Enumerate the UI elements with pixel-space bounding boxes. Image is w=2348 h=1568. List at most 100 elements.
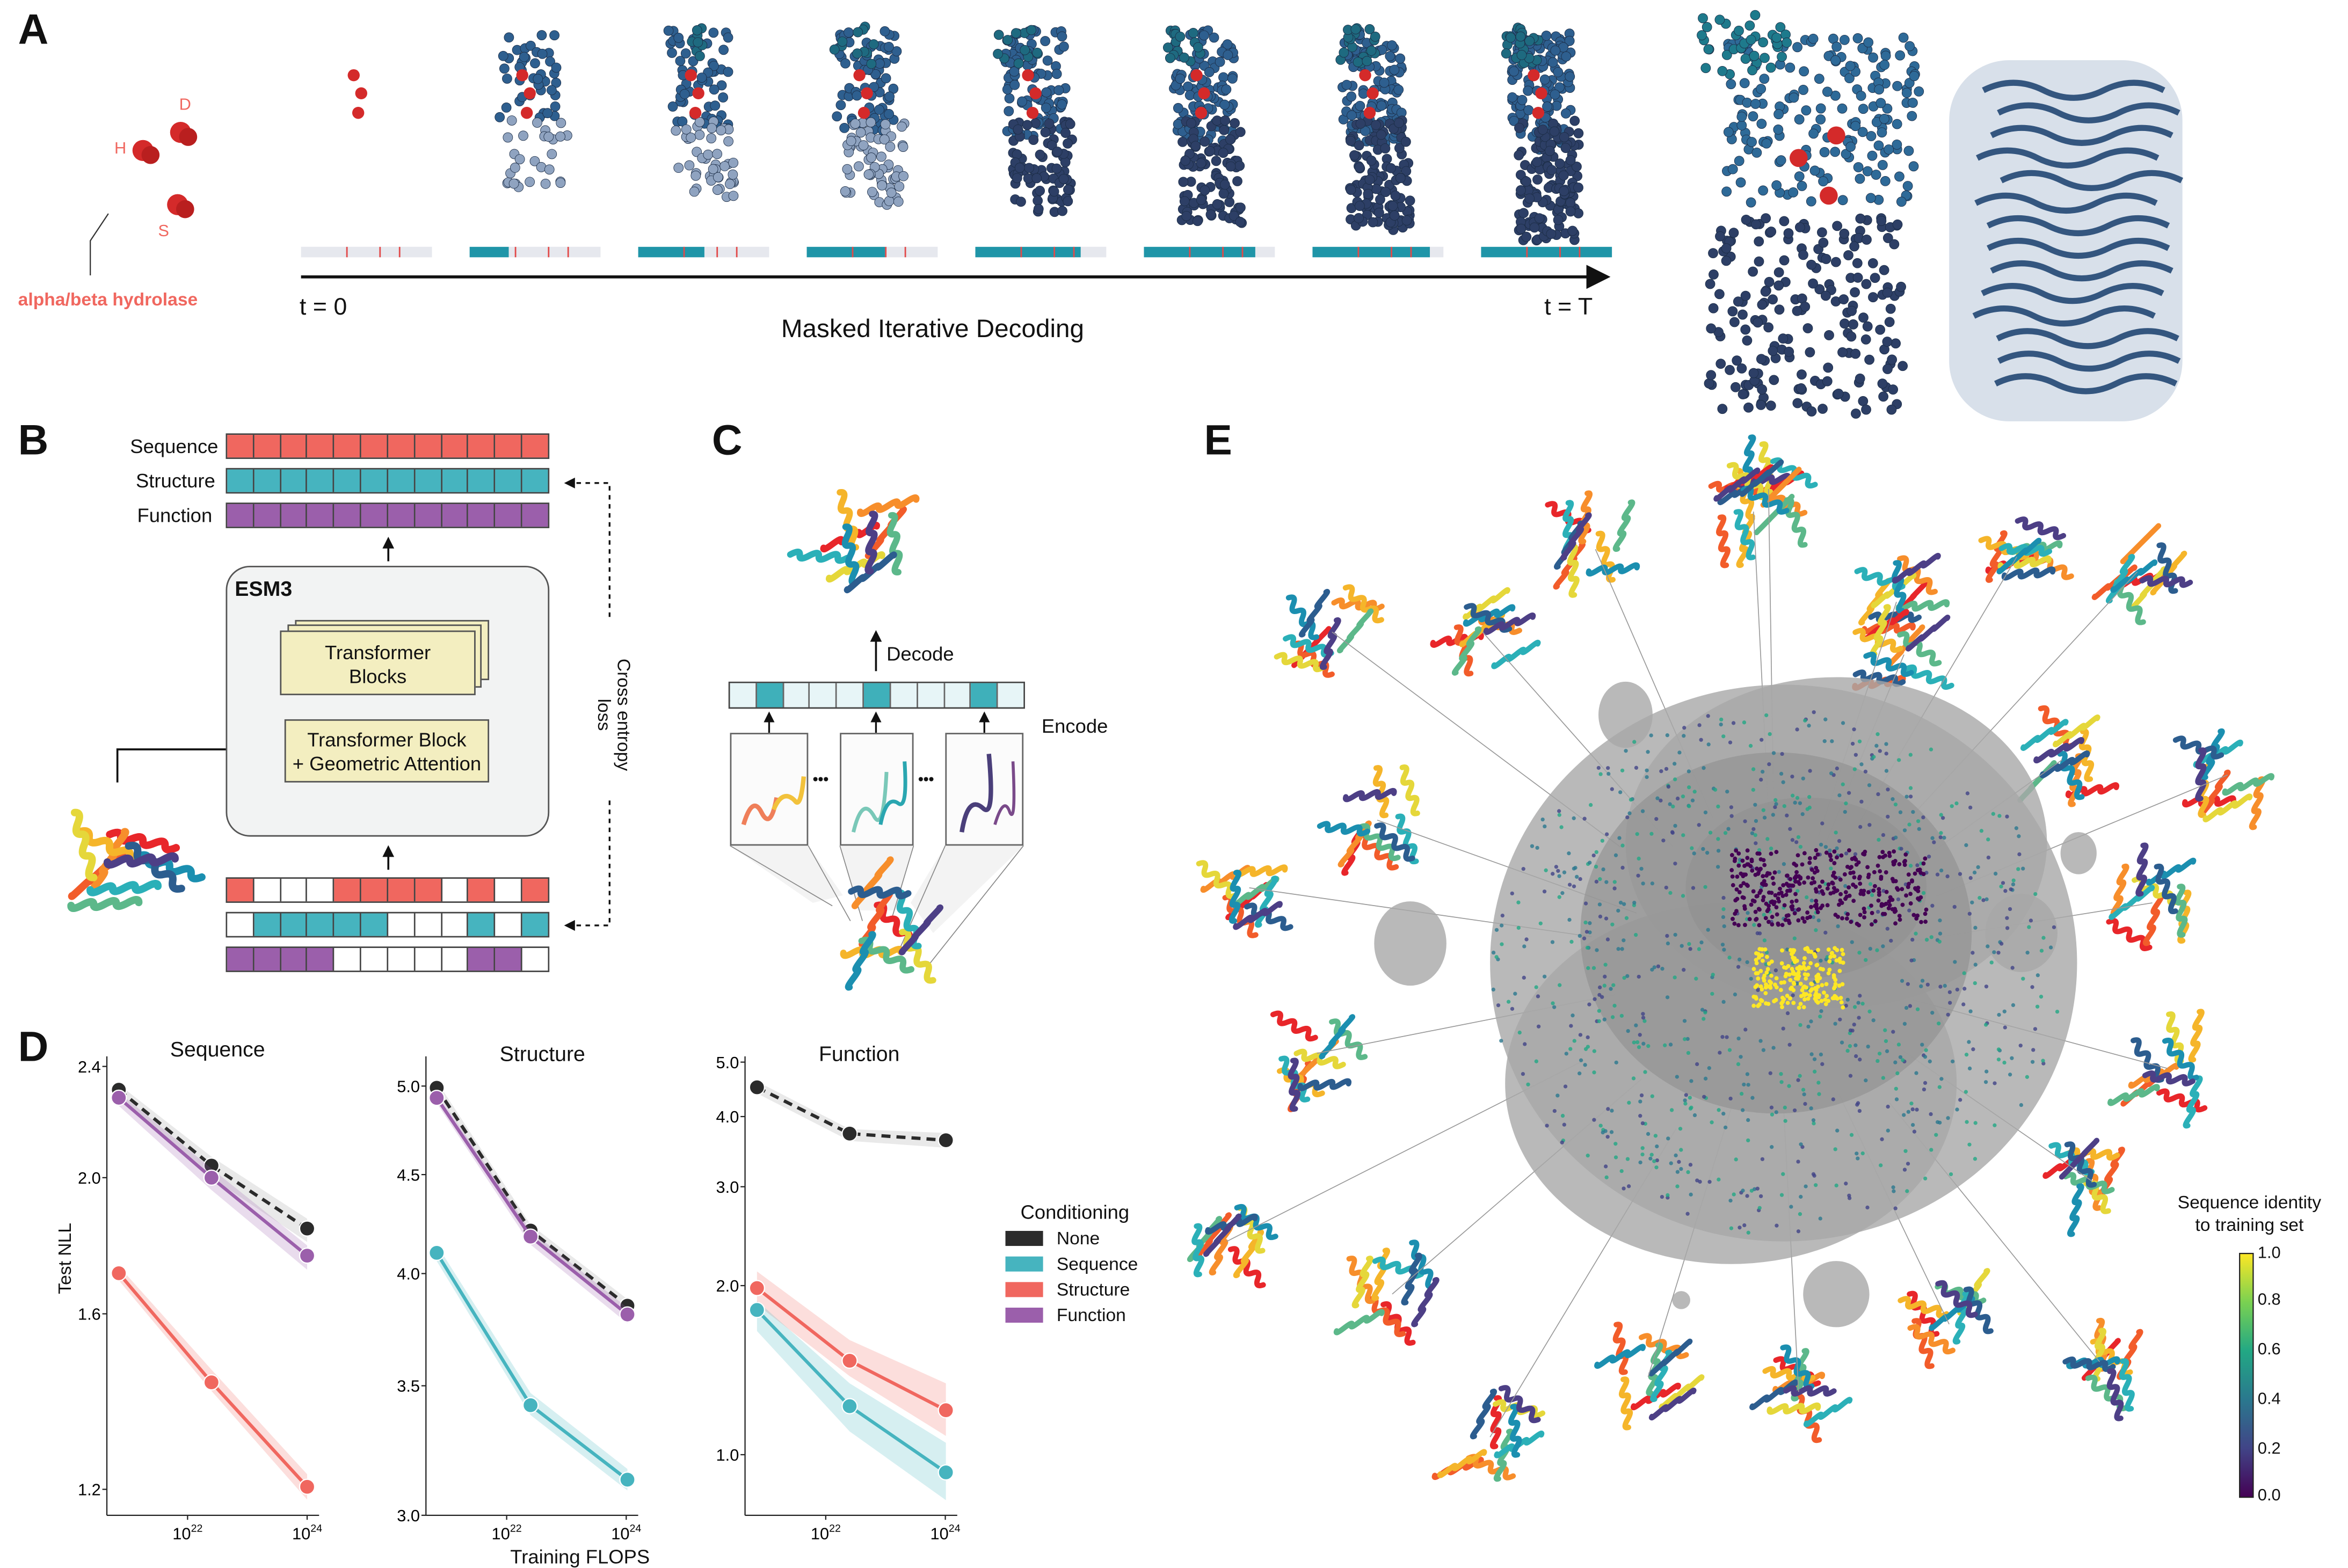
atom-sphere <box>1514 122 1524 133</box>
scatter-point <box>1872 870 1877 874</box>
ribbon-segment <box>1586 562 1640 577</box>
series-line-none <box>435 1086 629 1307</box>
scatter-point <box>1675 1184 1680 1188</box>
x-tick-label: 1024 <box>931 1523 961 1543</box>
atom-sphere <box>874 105 884 115</box>
scatter-point <box>1642 1019 1647 1023</box>
scatter-point <box>1506 1000 1511 1004</box>
scatter-point <box>1999 942 2004 946</box>
generated-protein-thumbnail <box>1187 1204 1278 1288</box>
scatter-point <box>1494 955 1499 959</box>
atom-sphere <box>1057 206 1067 216</box>
atom-sphere <box>1904 41 1915 52</box>
scatter-point <box>1761 874 1765 879</box>
atom-sphere <box>1819 147 1830 157</box>
scatter-point <box>1808 915 1813 920</box>
decoding-progress-bar <box>469 246 601 258</box>
atom-sphere <box>1200 136 1210 147</box>
atom-sphere <box>495 112 505 122</box>
scatter-point <box>1886 1104 1890 1109</box>
scatter-point <box>2029 918 2033 923</box>
scatter-point <box>1781 1026 1785 1031</box>
atom-sphere <box>1908 161 1919 172</box>
atom-sphere <box>880 119 891 129</box>
scatter-point <box>1620 768 1625 772</box>
atom-sphere <box>1870 273 1880 283</box>
scatter-point <box>1876 898 1881 903</box>
atom-sphere <box>1808 33 1819 44</box>
scatter-point <box>1683 1102 1688 1106</box>
token-cell <box>442 879 469 902</box>
atom-sphere <box>1339 47 1349 58</box>
atom-sphere <box>1878 391 1889 402</box>
x-axis-label: Training FLOPS <box>510 1545 650 1568</box>
scatter-point <box>1613 853 1618 857</box>
token-cell <box>308 435 335 458</box>
ribbon-segment <box>1234 1204 1278 1241</box>
generated-protein-thumbnail <box>1749 1344 1853 1443</box>
atom-sphere <box>1221 84 1232 95</box>
scatter-point <box>1879 1163 1883 1168</box>
scatter-point <box>1896 897 1901 902</box>
atom-sphere <box>696 72 707 83</box>
ribbon-segment <box>1935 1280 1978 1318</box>
scatter-point <box>1761 1048 1766 1052</box>
catalytic-residue <box>1195 107 1208 119</box>
scatter-point <box>1631 1076 1636 1081</box>
atom-sphere <box>866 117 876 128</box>
atom-sphere <box>555 178 566 188</box>
ribbon-segment <box>1996 537 2042 574</box>
structure-token <box>837 683 864 708</box>
scatter-point <box>1729 814 1734 818</box>
scatter-point <box>1879 874 1884 879</box>
scatter-point <box>1814 889 1819 894</box>
token-cell <box>388 435 416 458</box>
ribbon-segment <box>1493 1428 1514 1482</box>
scatter-point <box>1823 997 1828 1002</box>
ribbon-segment <box>1852 669 1906 687</box>
scatter-point <box>1563 1084 1568 1089</box>
atom-sphere <box>1063 196 1073 207</box>
scatter-point <box>1736 965 1741 969</box>
scatter-point <box>1831 1097 1835 1102</box>
scatter-point <box>1800 988 1805 993</box>
scatter-point <box>1750 1096 1755 1100</box>
atom-sphere <box>1721 256 1732 266</box>
ribbon-segment <box>2139 575 2193 588</box>
scatter-point <box>1677 750 1682 755</box>
scatter-point <box>1666 1193 1670 1198</box>
atom-sphere <box>1884 317 1895 327</box>
ribbon-segment <box>1612 499 1635 552</box>
scatter-point <box>1913 871 1917 876</box>
ribbon-segment <box>1907 1324 1956 1355</box>
catalytic-site-marker <box>1053 246 1056 258</box>
scatter-point <box>1820 879 1824 884</box>
scatter-point <box>1742 1223 1747 1228</box>
atom-sphere <box>1060 128 1071 138</box>
scatter-point <box>1800 916 1805 921</box>
atom-sphere <box>1550 45 1561 56</box>
local-structure-patch <box>840 733 914 846</box>
scatter-point <box>1830 881 1835 886</box>
scatter-point <box>1660 967 1664 971</box>
scatter-point <box>1725 1035 1729 1039</box>
scatter-point <box>1769 959 1774 964</box>
atom-sphere <box>1802 323 1813 333</box>
atom-sphere <box>1732 355 1742 366</box>
scatter-point <box>1860 1002 1865 1006</box>
scatter-point <box>1703 1076 1708 1081</box>
atom-sphere <box>1771 32 1782 43</box>
scatter-point <box>1673 932 1677 937</box>
scatter-point <box>1923 920 1928 924</box>
atom-sphere <box>1518 208 1529 218</box>
scatter-point <box>1523 1042 1527 1046</box>
generated-protein-thumbnail <box>2107 1009 2208 1129</box>
ribbon-helix <box>2000 170 2184 191</box>
scatter-point <box>1839 853 1844 858</box>
atom-sphere <box>1779 216 1790 227</box>
scatter-point <box>1604 880 1609 884</box>
scatter-point <box>1915 863 1920 867</box>
atom-sphere <box>671 125 681 136</box>
atom-sphere <box>1822 86 1833 97</box>
scatter-point <box>1761 898 1765 902</box>
